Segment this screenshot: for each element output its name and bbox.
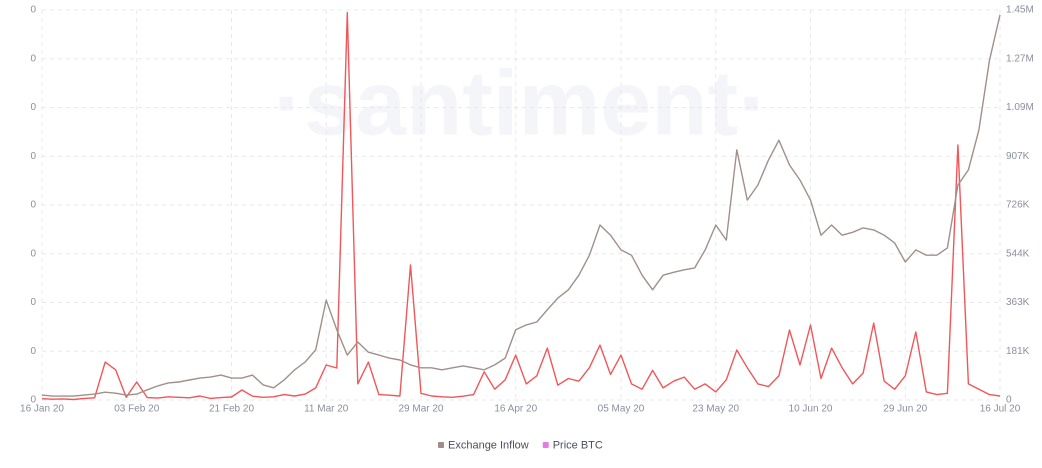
x-tick-label: 11 Mar 20 (304, 404, 349, 415)
y2-tick-label: 1.09M (1006, 102, 1034, 113)
watermark: ·santiment· (273, 52, 769, 154)
legend-label: Exchange Inflow (448, 439, 529, 451)
x-tick-label: 16 Apr 20 (494, 404, 537, 415)
y-tick-label: 0 (30, 200, 36, 211)
y2-tick-label: 363K (1006, 297, 1030, 308)
y2-tick-label: 544K (1006, 248, 1030, 259)
legend-label: Price BTC (553, 439, 603, 451)
y-tick-label: 0 (30, 395, 36, 406)
x-tick-label: 03 Feb 20 (114, 404, 159, 415)
y-tick-label: 0 (30, 5, 36, 16)
x-tick-label: 16 Jan 20 (20, 404, 64, 415)
y-tick-label: 0 (30, 346, 36, 357)
x-tick-label: 29 Jun 20 (883, 404, 927, 415)
x-tick-label: 05 May 20 (598, 404, 645, 415)
y-tick-label: 0 (30, 53, 36, 64)
series-line (41, 14, 1001, 397)
x-tick-label: 21 Feb 20 (209, 404, 254, 415)
legend-marker (542, 442, 549, 448)
series-line (41, 12, 1001, 401)
y2-tick-label: 1.27M (1006, 53, 1034, 64)
y2-tick-label: 181K (1006, 346, 1030, 357)
y2-tick-label: 1.45M (1006, 5, 1034, 16)
y2-tick-label: 907K (1006, 151, 1030, 162)
legend-marker (438, 442, 444, 448)
y2-tick-label: 726K (1006, 200, 1030, 211)
y-tick-label: 0 (30, 151, 36, 162)
y-tick-label: 0 (30, 248, 36, 259)
y2-tick-label: 0 (1006, 395, 1012, 406)
x-tick-label: 16 Jul 20 (980, 404, 1021, 415)
x-tick-label: 23 May 20 (692, 404, 739, 415)
x-tick-label: 29 Mar 20 (398, 404, 443, 415)
x-tick-label: 10 Jun 20 (789, 404, 833, 415)
y-tick-label: 0 (30, 102, 36, 113)
y-tick-label: 0 (30, 297, 36, 308)
legend: Exchange Inflow Price BTC (438, 439, 603, 451)
